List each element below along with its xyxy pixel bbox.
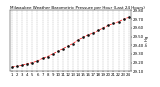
Point <box>11 66 13 68</box>
Point <box>127 17 130 18</box>
Y-axis label: in Hg: in Hg <box>145 36 149 46</box>
Point <box>122 18 125 20</box>
Point <box>102 27 105 29</box>
Point <box>36 60 39 62</box>
Point <box>31 62 34 63</box>
Point <box>26 63 29 64</box>
Point <box>107 25 110 26</box>
Point <box>87 34 89 35</box>
Point <box>82 37 84 38</box>
Text: Milwaukee Weather Barometric Pressure per Hour (Last 24 Hours): Milwaukee Weather Barometric Pressure pe… <box>10 6 144 10</box>
Point <box>77 39 79 41</box>
Point <box>67 45 69 47</box>
Point <box>16 65 19 67</box>
Point <box>92 32 94 34</box>
Point <box>117 21 120 22</box>
Point <box>46 56 49 57</box>
Point <box>97 30 100 31</box>
Point <box>56 51 59 52</box>
Point <box>62 48 64 49</box>
Point <box>21 65 24 66</box>
Point <box>41 58 44 59</box>
Point <box>51 53 54 55</box>
Point <box>72 43 74 44</box>
Point <box>112 23 115 24</box>
